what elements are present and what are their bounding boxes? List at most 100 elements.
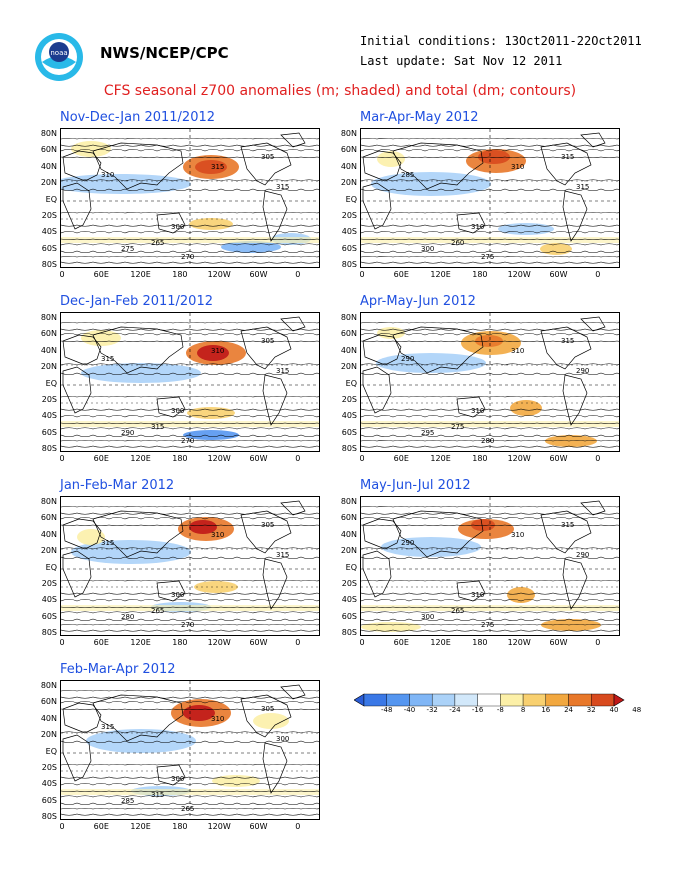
contour-label: 260: [451, 239, 464, 247]
latitude-label: 60N: [340, 329, 357, 339]
height-contours: [61, 137, 319, 264]
longitude-label: 120W: [207, 454, 231, 463]
panel-title: Apr-May-Jun 2012: [360, 294, 476, 309]
contour-label: 305: [261, 705, 274, 713]
longitude-label: 120W: [507, 638, 531, 647]
latitude-label: 60N: [40, 329, 57, 339]
panel-title: Feb-Mar-Apr 2012: [60, 662, 176, 677]
map-panel: 290 310 315 310 295 280 275 290: [360, 312, 620, 452]
latitude-label: EQ: [345, 378, 357, 388]
latitude-label: 40S: [41, 411, 57, 421]
latitude-label: 20S: [41, 211, 57, 220]
longitude-label: 120E: [430, 270, 451, 279]
coastlines: [362, 316, 606, 426]
longitude-label: 60E: [93, 822, 109, 831]
latitude-label: 40N: [340, 161, 357, 171]
latitude-label: 20N: [340, 178, 357, 188]
panel-title: Jan-Feb-Mar 2012: [60, 478, 175, 493]
map-panel: 315 310 305 300 290 270 315 315: [60, 312, 320, 452]
map-panel: 310 315 305 300 275 270 265 315: [60, 128, 320, 268]
contour-label: 275: [481, 253, 494, 261]
colorbar-segment: [386, 693, 410, 707]
latitude-label: 40S: [41, 595, 57, 605]
coastlines: [62, 684, 306, 794]
contour-label: 315: [561, 521, 574, 529]
latitude-label: EQ: [345, 194, 357, 204]
latitude-label: 40N: [40, 161, 57, 171]
contour-label: 315: [101, 723, 114, 731]
contour-label: 310: [211, 347, 224, 355]
contour-label: 300: [276, 735, 289, 743]
latitude-label: 60S: [41, 795, 57, 805]
latitude-label: 40S: [41, 227, 57, 237]
colorbar-label: -16: [471, 706, 484, 714]
contour-label: 280: [481, 437, 494, 445]
contour-label: 305: [261, 521, 274, 529]
colorbar-label: 8: [520, 706, 526, 714]
map-panel: 315 310 305 300 285 265 315 300: [60, 680, 320, 820]
latitude-label: 20S: [341, 579, 357, 588]
latitude-label: 80N: [340, 313, 357, 322]
longitude-label: 180: [472, 270, 488, 279]
height-contours: [361, 137, 619, 264]
longitude-label: 60E: [393, 638, 409, 647]
contour-label: 315: [276, 183, 289, 191]
contour-label: 270: [181, 437, 194, 445]
last-update: Last update: Sat Nov 12 2011: [360, 54, 563, 68]
contour-label: 310: [471, 407, 484, 415]
longitude-label: 180: [472, 454, 488, 463]
longitude-label: 0: [595, 454, 601, 463]
colorbar-segment: [500, 693, 524, 707]
latitude-label: 60S: [341, 611, 357, 621]
contour-label: 295: [421, 429, 434, 437]
latitude-label: 60S: [41, 243, 57, 253]
longitude-label: 120W: [207, 270, 231, 279]
colorbar-segment: [477, 693, 501, 707]
colorbar-label: 40: [609, 706, 619, 714]
latitude-label: 40S: [341, 595, 357, 605]
longitude-label: 60E: [93, 454, 109, 463]
contour-label: 310: [471, 591, 484, 599]
height-contours: [61, 505, 319, 632]
longitude-label: 0: [295, 454, 301, 463]
contour-label: 310: [511, 163, 524, 171]
contour-label: 300: [421, 245, 434, 253]
latitude-label: 40S: [341, 411, 357, 421]
latitude-label: 80S: [41, 444, 57, 454]
contour-label: 310: [511, 531, 524, 539]
longitude-label: 0: [359, 270, 365, 279]
latitude-label: 60S: [341, 427, 357, 437]
colorbar-segment: [409, 693, 433, 707]
latitude-label: EQ: [45, 746, 57, 756]
contour-label: 315: [151, 791, 164, 799]
map-panel: 290 310 315 310 300 275 265 290: [360, 496, 620, 636]
colorbar-label: 32: [586, 706, 596, 714]
color-bar: -48 -40 -32 -24 -16 -8 8 16 24 32 40 48: [353, 692, 641, 714]
contour-label: 310: [101, 171, 114, 179]
colorbar-label: -8: [496, 706, 504, 714]
latitude-label: 80N: [40, 313, 57, 322]
longitude-label: 60W: [249, 454, 268, 463]
height-contours: [61, 321, 319, 448]
panel-title: Nov-Dec-Jan 2011/2012: [60, 110, 216, 125]
contour-label: 310: [471, 223, 484, 231]
longitude-label: 0: [295, 822, 301, 831]
contour-label: 310: [511, 347, 524, 355]
height-contours: [61, 689, 319, 816]
latitude-label: 80S: [41, 628, 57, 638]
colorbar-label: -48: [381, 706, 393, 714]
latitude-label: 60N: [40, 697, 57, 707]
contour-label: 315: [211, 163, 224, 171]
latitude-label: 60N: [340, 513, 357, 523]
contour-label: 275: [481, 621, 494, 629]
contour-label: 275: [451, 423, 464, 431]
colorbar-segment: [591, 693, 615, 707]
latitude-label: 20S: [341, 211, 357, 220]
height-contours: [361, 505, 619, 632]
latitude-label: 40N: [340, 345, 357, 355]
contour-label: 300: [171, 407, 184, 415]
latitude-label: 40N: [340, 529, 357, 539]
colorbar-segment: [454, 693, 478, 707]
panel-title: Mar-Apr-May 2012: [360, 110, 479, 125]
latitude-label: 80N: [340, 497, 357, 506]
